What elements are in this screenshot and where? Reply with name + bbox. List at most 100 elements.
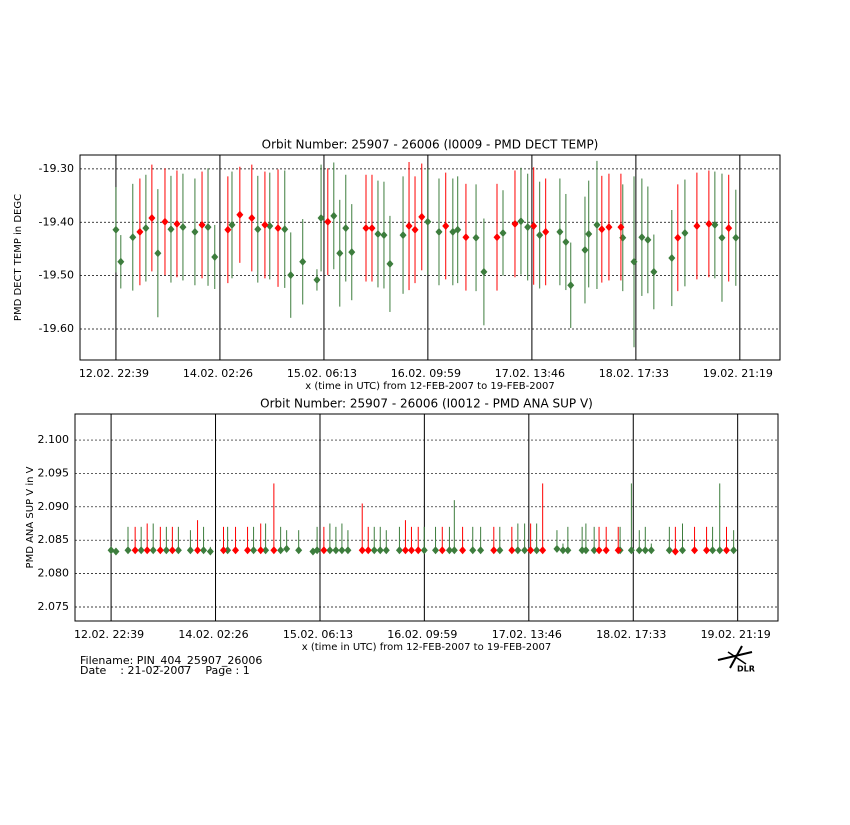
data-point <box>198 220 206 229</box>
data-point <box>336 249 344 258</box>
x-tick-label: 19.02. 21:19 <box>703 367 773 380</box>
data-point <box>469 546 477 555</box>
data-point <box>490 546 498 555</box>
data-point <box>644 235 652 244</box>
data-point <box>472 233 480 242</box>
data-point <box>716 546 724 555</box>
data-point <box>317 213 325 222</box>
data-point <box>499 228 507 237</box>
data-point <box>641 546 649 555</box>
data-point <box>211 252 219 261</box>
data-point <box>313 275 321 284</box>
data-point <box>324 217 332 226</box>
x-tick-label: 16.02. 09:59 <box>391 367 461 380</box>
data-point <box>562 238 570 247</box>
data-point <box>270 546 278 555</box>
x-tick-label: 14.02. 02:26 <box>178 628 248 641</box>
data-point <box>681 228 689 237</box>
data-point <box>232 546 240 555</box>
data-point <box>411 225 419 234</box>
data-point <box>161 217 169 226</box>
data-point <box>295 546 303 555</box>
data-point <box>617 223 625 232</box>
data-point <box>493 233 501 242</box>
data-point <box>399 231 407 240</box>
data-point <box>454 225 462 234</box>
data-point <box>671 547 679 556</box>
data-point <box>407 546 415 555</box>
data-point <box>124 546 132 555</box>
y-tick-label: 2.075 <box>38 600 70 613</box>
data-point <box>142 224 150 233</box>
data-point <box>342 224 350 233</box>
data-point <box>206 547 214 556</box>
x-tick-label: 18.02. 17:33 <box>596 628 666 641</box>
data-point <box>287 271 295 280</box>
data-point <box>614 546 622 555</box>
data-point <box>386 259 394 268</box>
data-point <box>556 227 564 236</box>
data-point <box>313 546 321 555</box>
y-tick-label: 2.090 <box>38 500 70 513</box>
y-tick-label: -19.30 <box>39 162 74 175</box>
data-point <box>590 546 598 555</box>
logo-text: DLR <box>737 665 755 674</box>
data-point <box>496 546 504 555</box>
data-point <box>730 546 738 555</box>
data-point <box>194 546 202 555</box>
data-point <box>326 546 334 555</box>
data-point <box>262 546 270 555</box>
data-point <box>647 546 655 555</box>
data-point <box>703 546 711 555</box>
data-point <box>459 546 467 555</box>
data-point <box>358 546 366 555</box>
data-point <box>149 546 157 555</box>
data-point <box>722 546 730 555</box>
data-point <box>438 546 446 555</box>
data-point <box>595 546 603 555</box>
y-axis-label: PMD DECT TEMP in DEGC <box>13 194 24 321</box>
data-point <box>204 223 212 232</box>
data-point <box>348 248 356 257</box>
data-point <box>462 233 470 242</box>
data-point <box>374 230 382 239</box>
data-point <box>344 546 352 555</box>
dlr-logo: DLR <box>717 645 755 674</box>
data-point <box>224 225 232 234</box>
data-point <box>567 281 575 290</box>
data-point <box>630 257 638 266</box>
data-point <box>154 249 162 258</box>
x-tick-label: 12.02. 22:39 <box>74 628 144 641</box>
data-point <box>277 546 285 555</box>
data-point <box>524 223 532 232</box>
data-point <box>705 219 713 228</box>
data-point <box>136 227 144 236</box>
data-point <box>477 546 485 555</box>
x-axis-label: x (time in UTC) from 12-FEB-2007 to 19-F… <box>305 381 554 392</box>
data-point <box>581 246 589 255</box>
x-tick-label: 17.02. 13:46 <box>495 367 565 380</box>
filename: Filename: PIN_404_25907_26006 <box>80 654 262 667</box>
x-axis-label: x (time in UTC) from 12-FEB-2007 to 19-F… <box>302 642 551 653</box>
data-point <box>718 233 726 242</box>
data-point <box>228 220 236 229</box>
data-point <box>112 547 120 556</box>
data-point <box>582 546 590 555</box>
data-point <box>638 233 646 242</box>
y-tick-label: 2.080 <box>38 567 70 580</box>
data-point <box>711 220 719 229</box>
panel: Orbit Number: 25907 - 26006 (I0012 - PMD… <box>25 397 779 653</box>
data-point <box>283 544 291 553</box>
data-point <box>424 217 432 226</box>
data-point <box>364 546 372 555</box>
data-point <box>250 546 258 555</box>
x-tick-label: 17.02. 13:46 <box>492 628 562 641</box>
data-point <box>368 224 376 233</box>
data-point <box>559 546 567 555</box>
x-tick-label: 15.02. 06:13 <box>283 628 353 641</box>
data-point <box>480 267 488 276</box>
data-point <box>435 227 443 236</box>
data-point <box>362 224 370 233</box>
data-point <box>112 225 120 234</box>
